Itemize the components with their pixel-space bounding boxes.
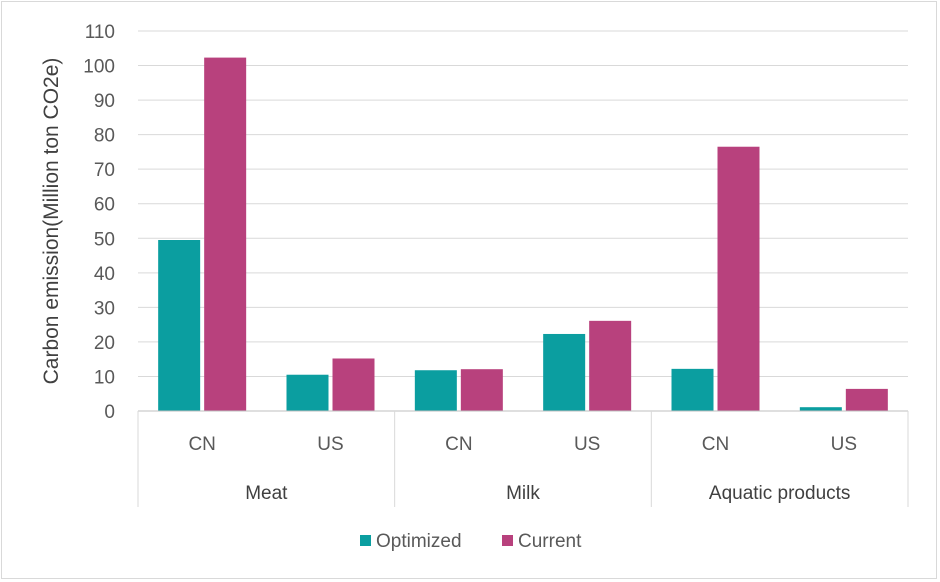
y-tick-label: 30 — [94, 298, 115, 319]
bar-current-0 — [204, 57, 247, 411]
legend-label-optimized: Optimized — [376, 531, 462, 552]
y-tick-label: 90 — [94, 91, 115, 112]
y-axis-label: Carbon emission(Million ton CO2e) — [40, 58, 63, 385]
bar-optimized-1 — [286, 374, 329, 411]
y-tick-label: 40 — [94, 264, 115, 285]
x-category-label: CN — [188, 434, 215, 455]
bar-optimized-0 — [158, 240, 201, 411]
bar-optimized-5 — [799, 407, 842, 411]
y-tick-label: 50 — [94, 229, 115, 250]
y-tick-label: 0 — [104, 402, 115, 423]
bar-optimized-2 — [414, 370, 457, 411]
x-category-label: US — [574, 434, 600, 455]
x-category-label: US — [831, 434, 857, 455]
x-category-label: US — [317, 434, 343, 455]
y-tick-label: 110 — [85, 22, 115, 43]
y-tick-label: 20 — [94, 333, 115, 354]
legend: Optimized Current — [360, 531, 582, 552]
bar-current-3 — [589, 320, 632, 411]
bar-current-2 — [460, 369, 503, 411]
legend-swatch-current — [502, 535, 513, 546]
x-category-label: CN — [702, 434, 729, 455]
x-group-label: Meat — [245, 483, 288, 504]
legend-label-current: Current — [518, 531, 582, 552]
x-category-label: CN — [445, 434, 472, 455]
bars — [158, 57, 888, 411]
y-tick-label: 100 — [83, 57, 115, 78]
gridlines — [138, 30, 908, 412]
bar-current-1 — [332, 358, 375, 411]
y-tick-label: 10 — [94, 367, 115, 388]
x-group-label: Milk — [506, 483, 540, 504]
legend-swatch-optimized — [360, 535, 371, 546]
y-tick-label: 70 — [94, 160, 115, 181]
bar-optimized-3 — [543, 333, 586, 411]
y-tick-label: 60 — [94, 195, 115, 216]
x-group-label: Aquatic products — [709, 483, 851, 504]
x-axis: CN US CN US CN US Meat Milk Aquatic products — [137, 410, 909, 507]
bar-current-5 — [845, 388, 888, 411]
y-tick-label: 80 — [94, 126, 115, 147]
bar-optimized-4 — [671, 368, 714, 411]
y-axis-ticks: 0 10 20 30 40 50 60 70 80 90 100 110 — [83, 22, 115, 423]
bar-current-4 — [717, 146, 760, 411]
